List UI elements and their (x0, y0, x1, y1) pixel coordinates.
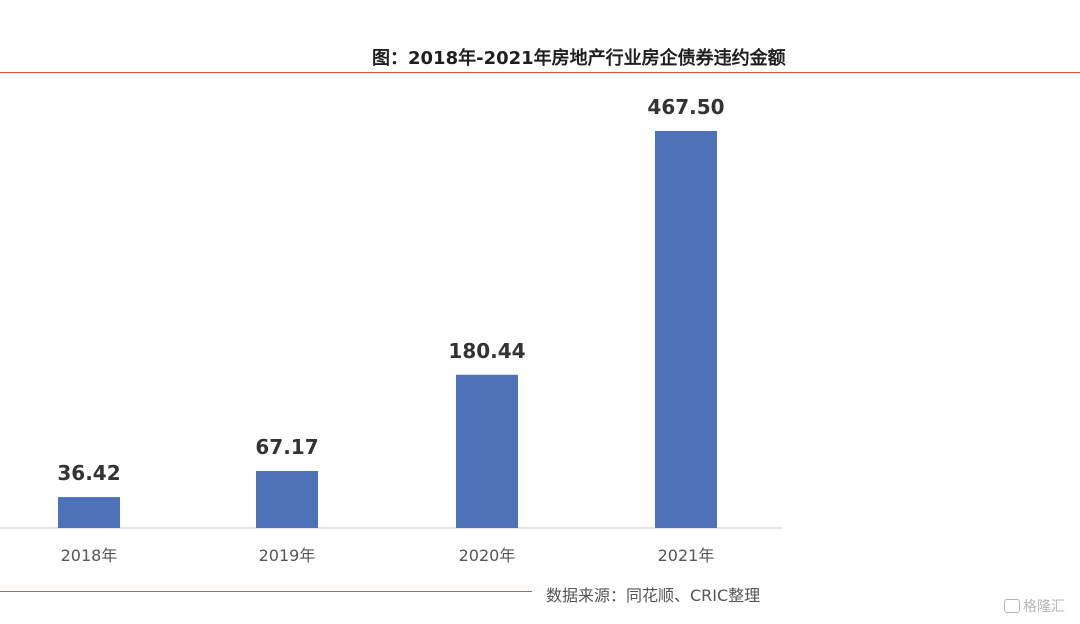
watermark-text: 格隆汇 (1023, 599, 1065, 615)
category-tick-label: 2020年 (459, 546, 516, 565)
category-tick-label: 2018年 (61, 546, 118, 565)
source-note: 数据来源：同花顺、CRIC整理 (546, 586, 761, 605)
watermark-logo-icon (1004, 599, 1020, 613)
watermark: 格隆汇 (1004, 596, 1065, 616)
bar-value-label: 180.44 (448, 339, 525, 363)
bar-2021年 (655, 131, 717, 528)
bar-value-label: 467.50 (647, 95, 724, 119)
bar-value-label: 36.42 (57, 461, 120, 485)
category-tick-label: 2021年 (658, 546, 715, 565)
title-rule (0, 72, 1080, 73)
chart-title: 图：2018年-2021年房地产行业房企债券违约金额 (372, 48, 786, 69)
bar-2018年 (58, 497, 120, 528)
category-tick-label: 2019年 (259, 546, 316, 565)
source-rule (0, 591, 532, 592)
bar-2020年 (456, 374, 518, 528)
bar-2019年 (256, 470, 318, 528)
bar-value-label: 67.17 (255, 435, 318, 459)
